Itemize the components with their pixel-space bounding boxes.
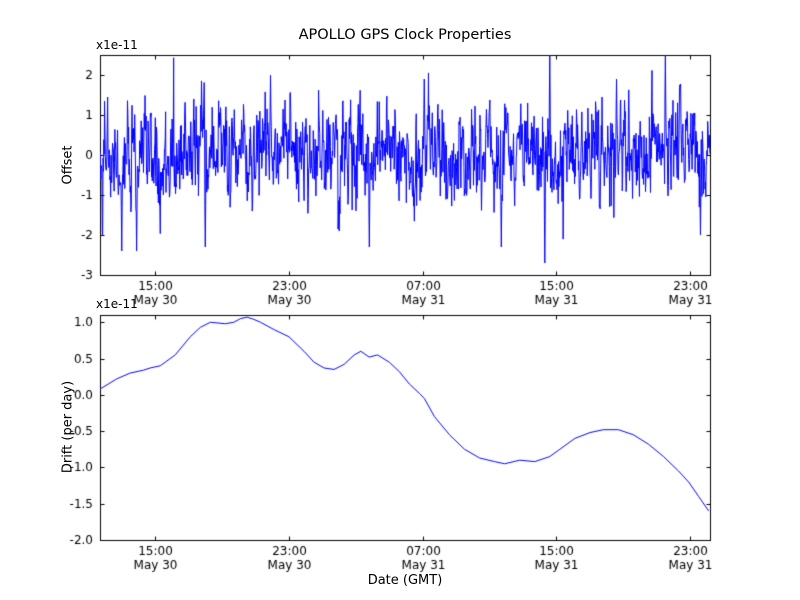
offset-exponent-label: x1e-11 <box>96 38 138 52</box>
drift-exponent-label: x1e-11 <box>96 297 138 311</box>
chart-title: APOLLO GPS Clock Properties <box>298 27 512 43</box>
drift-y-axis-label: Drift (per day) <box>60 380 76 474</box>
offset-y-axis-label: Offset <box>60 145 76 185</box>
x-axis-label: Date (GMT) <box>367 573 443 588</box>
